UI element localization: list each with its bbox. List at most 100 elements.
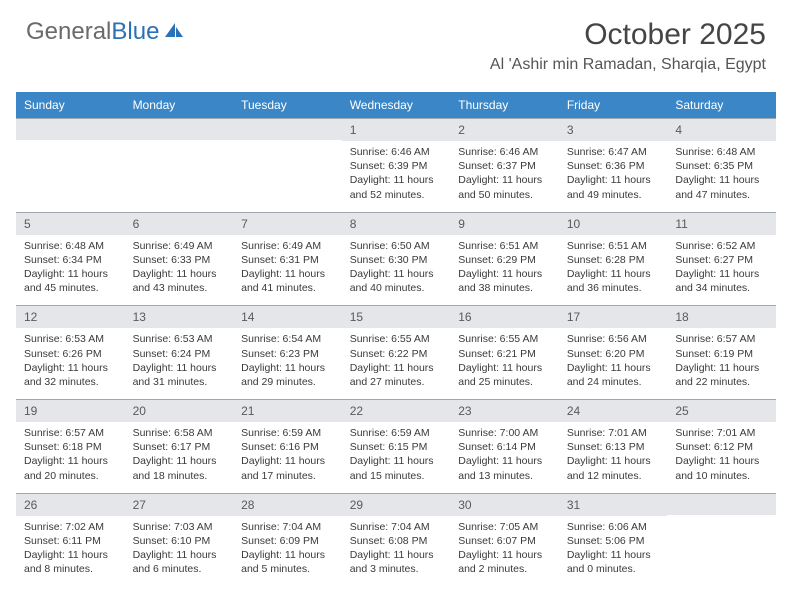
- sunset-text: Sunset: 6:31 PM: [241, 253, 334, 267]
- daylight-text: Daylight: 11 hours and 18 minutes.: [133, 454, 226, 482]
- sail-icon: [163, 18, 185, 46]
- sunrise-text: Sunrise: 6:50 AM: [350, 239, 443, 253]
- sunrise-text: Sunrise: 7:01 AM: [567, 426, 660, 440]
- sunset-text: Sunset: 6:26 PM: [24, 347, 117, 361]
- calendar-cell: 9Sunrise: 6:51 AMSunset: 6:29 PMDaylight…: [450, 212, 559, 306]
- sunset-text: Sunset: 6:10 PM: [133, 534, 226, 548]
- daylight-text: Daylight: 11 hours and 22 minutes.: [675, 361, 768, 389]
- day-info: Sunrise: 7:00 AMSunset: 6:14 PMDaylight:…: [450, 422, 559, 493]
- daylight-text: Daylight: 11 hours and 34 minutes.: [675, 267, 768, 295]
- day-info: [233, 140, 342, 202]
- daylight-text: Daylight: 11 hours and 17 minutes.: [241, 454, 334, 482]
- day-info: Sunrise: 6:06 AMSunset: 5:06 PMDaylight:…: [559, 516, 668, 587]
- day-info: Sunrise: 7:04 AMSunset: 6:09 PMDaylight:…: [233, 516, 342, 587]
- sunset-text: Sunset: 6:15 PM: [350, 440, 443, 454]
- day-number: 25: [667, 399, 776, 422]
- day-info: Sunrise: 6:46 AMSunset: 6:39 PMDaylight:…: [342, 141, 451, 212]
- weekday-header: Tuesday: [233, 92, 342, 118]
- calendar-cell: [16, 118, 125, 212]
- sunrise-text: Sunrise: 6:53 AM: [133, 332, 226, 346]
- day-info: Sunrise: 6:49 AMSunset: 6:31 PMDaylight:…: [233, 235, 342, 306]
- page-header: GeneralBlue October 2025 Al 'Ashir min R…: [0, 0, 792, 82]
- sunset-text: Sunset: 6:07 PM: [458, 534, 551, 548]
- sunrise-text: Sunrise: 6:49 AM: [241, 239, 334, 253]
- calendar-cell: 14Sunrise: 6:54 AMSunset: 6:23 PMDayligh…: [233, 305, 342, 399]
- location-text: Al 'Ashir min Ramadan, Sharqia, Egypt: [490, 56, 766, 74]
- calendar-week-row: 12Sunrise: 6:53 AMSunset: 6:26 PMDayligh…: [16, 305, 776, 399]
- logo: GeneralBlue: [26, 18, 185, 46]
- calendar-cell: 22Sunrise: 6:59 AMSunset: 6:15 PMDayligh…: [342, 399, 451, 493]
- day-number: 7: [233, 212, 342, 235]
- day-info: Sunrise: 6:50 AMSunset: 6:30 PMDaylight:…: [342, 235, 451, 306]
- day-number: 28: [233, 493, 342, 516]
- sunset-text: Sunset: 6:27 PM: [675, 253, 768, 267]
- daylight-text: Daylight: 11 hours and 2 minutes.: [458, 548, 551, 576]
- sunset-text: Sunset: 6:35 PM: [675, 159, 768, 173]
- day-info: Sunrise: 6:58 AMSunset: 6:17 PMDaylight:…: [125, 422, 234, 493]
- day-info: Sunrise: 6:51 AMSunset: 6:29 PMDaylight:…: [450, 235, 559, 306]
- sunrise-text: Sunrise: 6:53 AM: [24, 332, 117, 346]
- weekday-header: Saturday: [667, 92, 776, 118]
- day-number: 15: [342, 305, 451, 328]
- logo-text-2: Blue: [111, 18, 159, 46]
- calendar-week-row: 1Sunrise: 6:46 AMSunset: 6:39 PMDaylight…: [16, 118, 776, 212]
- daylight-text: Daylight: 11 hours and 36 minutes.: [567, 267, 660, 295]
- daylight-text: Daylight: 11 hours and 40 minutes.: [350, 267, 443, 295]
- daylight-text: Daylight: 11 hours and 20 minutes.: [24, 454, 117, 482]
- logo-text-1: General: [26, 18, 111, 46]
- sunset-text: Sunset: 6:13 PM: [567, 440, 660, 454]
- calendar-cell: 24Sunrise: 7:01 AMSunset: 6:13 PMDayligh…: [559, 399, 668, 493]
- daylight-text: Daylight: 11 hours and 8 minutes.: [24, 548, 117, 576]
- sunset-text: Sunset: 6:22 PM: [350, 347, 443, 361]
- day-info: Sunrise: 6:48 AMSunset: 6:35 PMDaylight:…: [667, 141, 776, 212]
- day-info: Sunrise: 7:04 AMSunset: 6:08 PMDaylight:…: [342, 516, 451, 587]
- sunrise-text: Sunrise: 6:52 AM: [675, 239, 768, 253]
- sunrise-text: Sunrise: 6:57 AM: [24, 426, 117, 440]
- sunrise-text: Sunrise: 6:06 AM: [567, 520, 660, 534]
- sunset-text: Sunset: 6:30 PM: [350, 253, 443, 267]
- day-info: Sunrise: 6:59 AMSunset: 6:15 PMDaylight:…: [342, 422, 451, 493]
- day-info: Sunrise: 7:03 AMSunset: 6:10 PMDaylight:…: [125, 516, 234, 587]
- calendar-cell: 31Sunrise: 6:06 AMSunset: 5:06 PMDayligh…: [559, 493, 668, 587]
- day-info: Sunrise: 7:01 AMSunset: 6:12 PMDaylight:…: [667, 422, 776, 493]
- calendar-cell: 19Sunrise: 6:57 AMSunset: 6:18 PMDayligh…: [16, 399, 125, 493]
- sunrise-text: Sunrise: 6:56 AM: [567, 332, 660, 346]
- sunrise-text: Sunrise: 6:46 AM: [350, 145, 443, 159]
- calendar-cell: 30Sunrise: 7:05 AMSunset: 6:07 PMDayligh…: [450, 493, 559, 587]
- weekday-header: Monday: [125, 92, 234, 118]
- sunset-text: Sunset: 6:20 PM: [567, 347, 660, 361]
- day-number: 12: [16, 305, 125, 328]
- day-info: Sunrise: 6:57 AMSunset: 6:19 PMDaylight:…: [667, 328, 776, 399]
- day-number: 11: [667, 212, 776, 235]
- daylight-text: Daylight: 11 hours and 24 minutes.: [567, 361, 660, 389]
- calendar-cell: 1Sunrise: 6:46 AMSunset: 6:39 PMDaylight…: [342, 118, 451, 212]
- daylight-text: Daylight: 11 hours and 12 minutes.: [567, 454, 660, 482]
- title-block: October 2025 Al 'Ashir min Ramadan, Shar…: [490, 18, 766, 74]
- sunset-text: Sunset: 6:37 PM: [458, 159, 551, 173]
- sunset-text: Sunset: 6:12 PM: [675, 440, 768, 454]
- calendar-cell: 3Sunrise: 6:47 AMSunset: 6:36 PMDaylight…: [559, 118, 668, 212]
- daylight-text: Daylight: 11 hours and 50 minutes.: [458, 173, 551, 201]
- daylight-text: Daylight: 11 hours and 52 minutes.: [350, 173, 443, 201]
- daylight-text: Daylight: 11 hours and 13 minutes.: [458, 454, 551, 482]
- day-number: 10: [559, 212, 668, 235]
- calendar-cell: 13Sunrise: 6:53 AMSunset: 6:24 PMDayligh…: [125, 305, 234, 399]
- day-info: Sunrise: 6:55 AMSunset: 6:22 PMDaylight:…: [342, 328, 451, 399]
- daylight-text: Daylight: 11 hours and 32 minutes.: [24, 361, 117, 389]
- daylight-text: Daylight: 11 hours and 15 minutes.: [350, 454, 443, 482]
- calendar-cell: 6Sunrise: 6:49 AMSunset: 6:33 PMDaylight…: [125, 212, 234, 306]
- daylight-text: Daylight: 11 hours and 27 minutes.: [350, 361, 443, 389]
- sunset-text: Sunset: 6:16 PM: [241, 440, 334, 454]
- daylight-text: Daylight: 11 hours and 5 minutes.: [241, 548, 334, 576]
- calendar-week-row: 5Sunrise: 6:48 AMSunset: 6:34 PMDaylight…: [16, 212, 776, 306]
- day-info: Sunrise: 7:02 AMSunset: 6:11 PMDaylight:…: [16, 516, 125, 587]
- sunset-text: Sunset: 6:34 PM: [24, 253, 117, 267]
- calendar-cell: 18Sunrise: 6:57 AMSunset: 6:19 PMDayligh…: [667, 305, 776, 399]
- daylight-text: Daylight: 11 hours and 47 minutes.: [675, 173, 768, 201]
- day-info: Sunrise: 6:52 AMSunset: 6:27 PMDaylight:…: [667, 235, 776, 306]
- sunrise-text: Sunrise: 6:55 AM: [350, 332, 443, 346]
- calendar-cell: 8Sunrise: 6:50 AMSunset: 6:30 PMDaylight…: [342, 212, 451, 306]
- sunset-text: Sunset: 6:24 PM: [133, 347, 226, 361]
- day-number: 13: [125, 305, 234, 328]
- day-info: Sunrise: 6:51 AMSunset: 6:28 PMDaylight:…: [559, 235, 668, 306]
